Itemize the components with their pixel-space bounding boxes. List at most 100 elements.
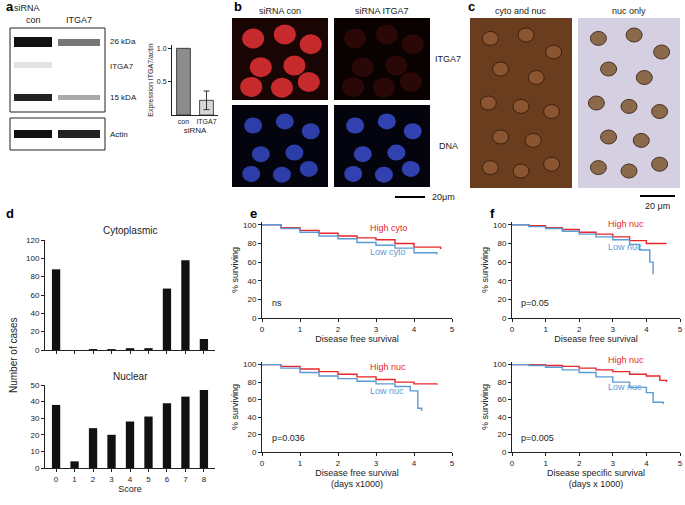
svg-text:e: e	[250, 206, 257, 221]
svg-text:0: 0	[260, 325, 265, 334]
svg-text:0: 0	[510, 459, 515, 468]
svg-text:0: 0	[252, 448, 257, 457]
svg-text:ITGA7: ITGA7	[196, 118, 216, 125]
svg-text:8: 8	[202, 475, 207, 484]
svg-text:60: 60	[497, 258, 506, 267]
svg-text:40: 40	[247, 277, 256, 286]
svg-text:80: 80	[247, 239, 256, 248]
svg-text:5: 5	[678, 459, 683, 468]
svg-text:100: 100	[493, 221, 507, 230]
svg-text:0: 0	[35, 464, 40, 473]
svg-text:0.5: 0.5	[157, 78, 167, 85]
svg-text:40: 40	[30, 309, 39, 318]
svg-text:Number of cases: Number of cases	[8, 317, 19, 393]
svg-text:ns: ns	[272, 298, 282, 308]
svg-text:10: 10	[30, 447, 39, 456]
svg-text:0: 0	[502, 314, 507, 323]
svg-text:40: 40	[247, 413, 256, 422]
svg-text:Nuclear: Nuclear	[113, 371, 148, 382]
svg-text:3: 3	[611, 459, 616, 468]
svg-text:nuc only: nuc only	[612, 6, 646, 16]
svg-text:100: 100	[243, 221, 257, 230]
svg-text:5: 5	[450, 459, 455, 468]
svg-text:4: 4	[644, 459, 649, 468]
svg-text:cyto and nuc: cyto and nuc	[495, 6, 547, 16]
svg-text:2: 2	[91, 475, 96, 484]
svg-text:7: 7	[183, 475, 188, 484]
svg-text:2: 2	[577, 459, 582, 468]
svg-text:ITGA7: ITGA7	[66, 15, 92, 25]
svg-text:100: 100	[493, 360, 507, 369]
svg-text:1: 1	[543, 325, 548, 334]
svg-text:20: 20	[497, 430, 506, 439]
svg-text:DNA: DNA	[439, 141, 458, 151]
svg-text:Low nuc: Low nuc	[608, 242, 642, 252]
svg-text:80: 80	[497, 378, 506, 387]
svg-text:f: f	[490, 206, 495, 221]
svg-text:1: 1	[543, 459, 548, 468]
svg-text:26 kDa: 26 kDa	[110, 37, 136, 46]
svg-text:3: 3	[374, 325, 379, 334]
svg-text:5: 5	[678, 325, 683, 334]
svg-text:1.0: 1.0	[157, 45, 167, 52]
svg-text:4: 4	[644, 325, 649, 334]
svg-text:20: 20	[247, 295, 256, 304]
svg-text:High nuc: High nuc	[608, 219, 644, 229]
svg-text:Low nuc: Low nuc	[608, 382, 642, 392]
svg-text:High nuc: High nuc	[608, 355, 644, 365]
svg-text:1: 1	[298, 459, 303, 468]
svg-text:80: 80	[30, 272, 39, 281]
svg-text:120: 120	[26, 236, 40, 245]
svg-text:4: 4	[412, 325, 417, 334]
svg-text:80: 80	[247, 378, 256, 387]
svg-text:0: 0	[502, 448, 507, 457]
svg-text:4: 4	[412, 459, 417, 468]
svg-text:% surviving: % surviving	[480, 384, 490, 430]
svg-text:Actin: Actin	[110, 130, 128, 139]
svg-text:% surviving: % surviving	[230, 384, 240, 430]
svg-text:ITGA7: ITGA7	[110, 62, 134, 71]
svg-text:Cytoplasmic: Cytoplasmic	[103, 225, 157, 236]
svg-text:60: 60	[247, 258, 256, 267]
svg-text:20: 20	[497, 295, 506, 304]
svg-text:20: 20	[30, 327, 39, 336]
svg-text:20 μm: 20 μm	[645, 201, 670, 211]
svg-text:100: 100	[26, 254, 40, 263]
svg-text:Low cyto: Low cyto	[370, 247, 406, 257]
svg-text:60: 60	[30, 291, 39, 300]
svg-text:con: con	[178, 118, 189, 125]
svg-text:Score: Score	[118, 484, 142, 494]
svg-text:0: 0	[35, 346, 40, 355]
svg-text:6: 6	[165, 475, 170, 484]
svg-text:5: 5	[450, 325, 455, 334]
svg-text:p=0.05: p=0.05	[521, 298, 549, 308]
svg-text:b: b	[234, 0, 242, 14]
svg-text:80: 80	[497, 239, 506, 248]
svg-text:con: con	[26, 15, 41, 25]
svg-text:d: d	[6, 206, 14, 221]
svg-text:1: 1	[298, 325, 303, 334]
svg-text:Expression ITGA7/actin: Expression ITGA7/actin	[147, 43, 155, 117]
svg-text:Disease free survival: Disease free survival	[554, 334, 638, 344]
svg-text:0: 0	[510, 325, 515, 334]
svg-text:Disease free survival(days x10: Disease free survival(days x1000)	[315, 468, 399, 490]
svg-text:0: 0	[252, 314, 257, 323]
svg-text:Low nuc: Low nuc	[370, 386, 404, 396]
svg-text:30: 30	[30, 414, 39, 423]
svg-text:siRNA: siRNA	[184, 126, 207, 135]
svg-text:siRNA: siRNA	[14, 3, 40, 13]
svg-text:40: 40	[30, 397, 39, 406]
svg-text:20μm: 20μm	[432, 192, 455, 202]
svg-text:siRNA con: siRNA con	[259, 6, 301, 16]
svg-text:0: 0	[54, 475, 59, 484]
svg-text:1: 1	[72, 475, 77, 484]
svg-text:Disease free survival: Disease free survival	[315, 334, 399, 344]
svg-text:40: 40	[497, 277, 506, 286]
svg-text:3: 3	[611, 325, 616, 334]
svg-text:ITGA7: ITGA7	[435, 54, 461, 64]
svg-text:Disease specific survival(days: Disease specific survival(days x 1000)	[547, 468, 645, 490]
svg-text:50: 50	[30, 381, 39, 390]
svg-text:40: 40	[497, 413, 506, 422]
svg-text:p=0.036: p=0.036	[272, 433, 305, 443]
svg-text:2: 2	[336, 325, 341, 334]
